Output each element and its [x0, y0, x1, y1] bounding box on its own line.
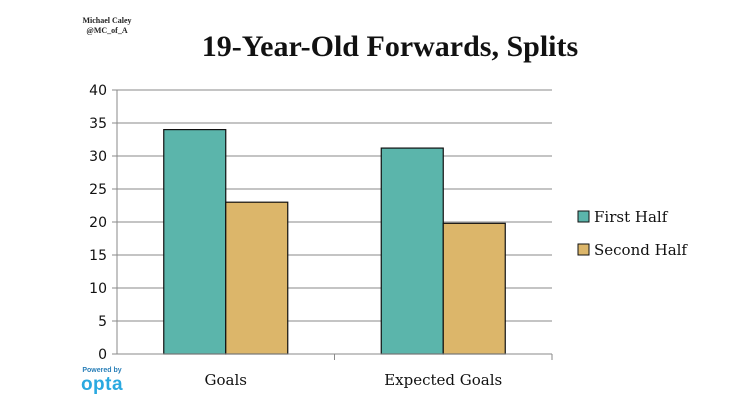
y-tick-label: 0 — [98, 347, 107, 363]
axes: 0 5 10 15 20 25 30 35 40 Goals Expected Goals — [89, 83, 553, 389]
y-tick-label: 35 — [89, 116, 107, 132]
y-tick-label: 5 — [98, 314, 107, 330]
y-tick-label: 30 — [89, 149, 107, 165]
author-name: Michael Caley — [82, 16, 132, 25]
opta-brand-text: opta — [80, 374, 124, 395]
author-handle: @MC_of_A — [86, 26, 128, 35]
y-tick-label: 25 — [89, 182, 107, 198]
bar-first-half-goals — [163, 129, 227, 355]
y-tick-label: 40 — [89, 83, 107, 99]
chart-title: 19-Year-Old Forwards, Splits — [201, 30, 579, 63]
x-category-label: Goals — [205, 371, 247, 389]
bar-second-half-goals — [225, 201, 289, 355]
y-tick-label: 20 — [89, 215, 107, 231]
y-tick-label: 10 — [89, 281, 107, 297]
legend-swatch — [577, 210, 590, 223]
y-tick-label: 15 — [89, 248, 107, 264]
author-credit: Michael Caley @MC_of_A — [72, 16, 142, 36]
opta-logo: Powered by opta — [74, 366, 130, 395]
legend: First Half Second Half — [577, 208, 688, 259]
bars — [163, 129, 506, 355]
legend-swatch — [577, 243, 590, 256]
powered-by-text: Powered by — [82, 367, 122, 374]
bar-first-half-expected-goals — [380, 147, 444, 355]
legend-label: Second Half — [594, 241, 688, 259]
legend-label: First Half — [594, 208, 669, 226]
bar-second-half-expected-goals — [442, 222, 506, 355]
x-category-label: Expected Goals — [384, 371, 502, 389]
